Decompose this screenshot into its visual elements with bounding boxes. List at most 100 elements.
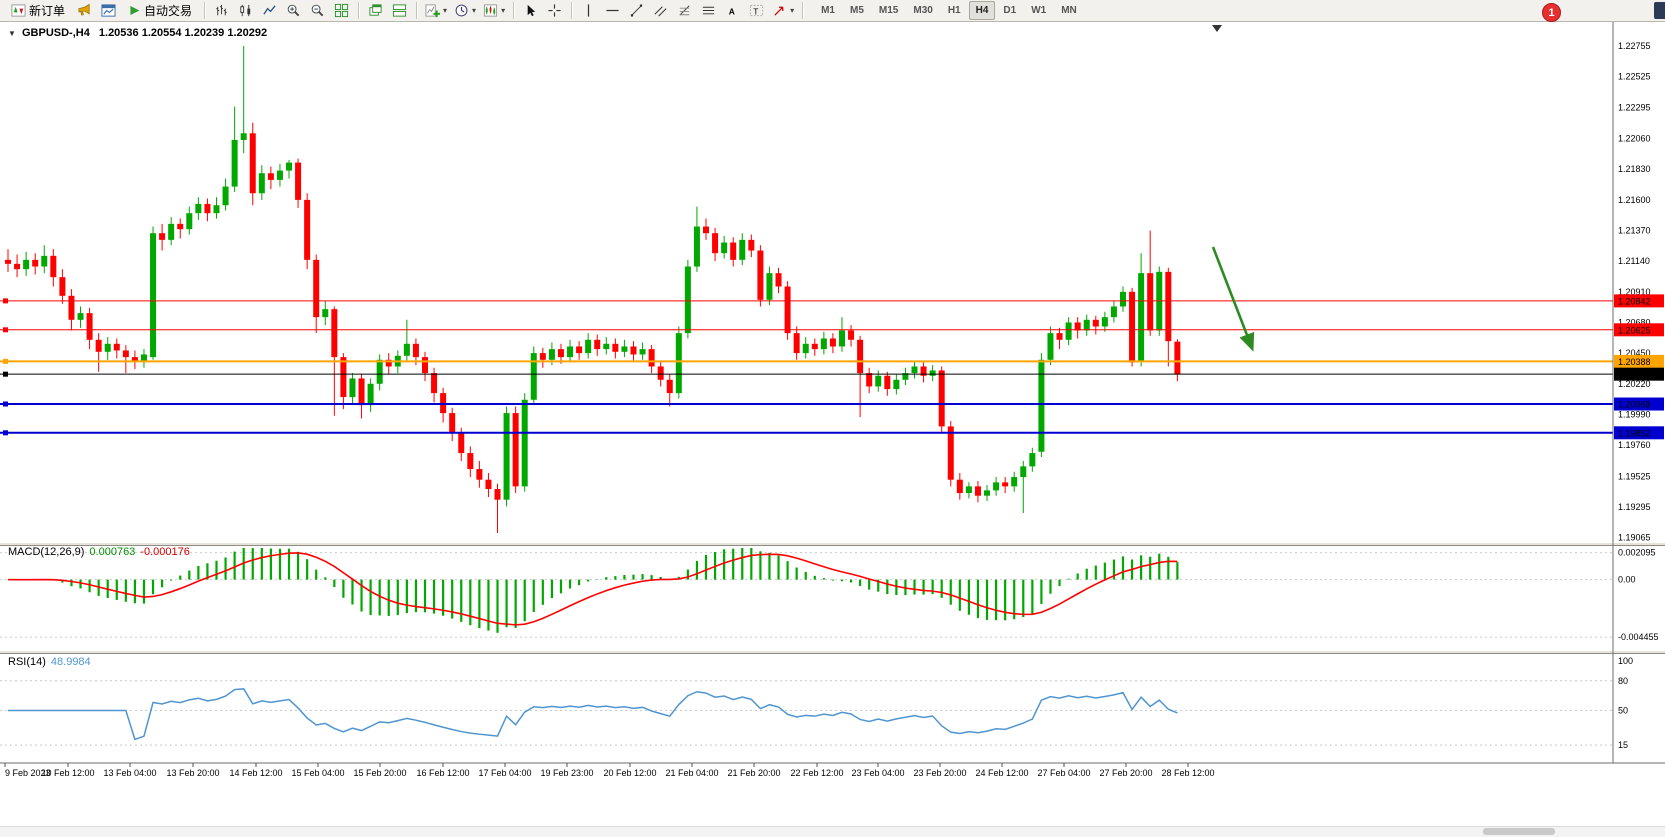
price-axis-label: 1.19990 xyxy=(1618,409,1651,419)
chart-window-button[interactable] xyxy=(97,1,120,21)
price-axis-label: 1.20220 xyxy=(1618,379,1651,389)
candlestick-chart-button[interactable] xyxy=(234,1,257,21)
crosshair-button[interactable] xyxy=(543,1,566,21)
panel-separator[interactable] xyxy=(0,542,1665,546)
zoom-in-button[interactable] xyxy=(282,1,305,21)
trendline-button[interactable] xyxy=(625,1,648,21)
time-axis-label: 23 Feb 04:00 xyxy=(851,768,904,778)
window-corner-icon[interactable] xyxy=(1654,2,1665,19)
price-tag xyxy=(1614,323,1664,337)
chart-canvas[interactable]: 1.22755 1.22525 1.22295 1.22060 1.21830 1.216… xyxy=(0,22,1665,785)
line-anchor-handle[interactable] xyxy=(3,371,8,377)
price-tag xyxy=(1614,367,1664,381)
price-tag xyxy=(1614,294,1664,308)
periods-button[interactable]: ▾ xyxy=(451,1,479,21)
timeframe-button-h4[interactable]: H4 xyxy=(968,1,996,20)
cursor-button[interactable] xyxy=(519,1,542,21)
toolbar-separator xyxy=(416,2,418,19)
timeframe-button-m15[interactable]: M15 xyxy=(878,5,899,16)
macd-signal-line xyxy=(7,552,1178,626)
line-anchor-handle[interactable] xyxy=(3,358,8,364)
text-label-button[interactable]: T xyxy=(745,1,768,21)
price-axis-label: 1.20910 xyxy=(1618,287,1651,297)
indicators-button[interactable]: ▾ xyxy=(422,1,450,21)
fibonacci-icon xyxy=(679,5,690,16)
macd-axis-label: 0.002095 xyxy=(1618,548,1656,558)
timeframe-button-m1[interactable]: M1 xyxy=(821,5,835,16)
tile-horizontal-button[interactable] xyxy=(388,1,411,21)
panel-separator[interactable] xyxy=(0,650,1665,654)
megaphone-button[interactable] xyxy=(73,1,96,21)
toolbar-separator xyxy=(513,2,515,19)
rsi-axis-label: 80 xyxy=(1618,676,1628,686)
zoom-out-button[interactable] xyxy=(306,1,329,21)
zoom-in-icon xyxy=(287,4,300,17)
bar-shift-marker[interactable] xyxy=(1212,25,1222,32)
arrow-object-icon xyxy=(774,6,784,16)
channel-button[interactable] xyxy=(649,1,672,21)
vertical-line-icon xyxy=(587,4,590,17)
macd-name: MACD(12,26,9) xyxy=(8,546,85,558)
toolbar-separator xyxy=(571,2,573,19)
fibonacci-button[interactable] xyxy=(673,1,696,21)
horizontal-line-button[interactable] xyxy=(601,1,624,21)
price-tag-label: 1.20068 xyxy=(1618,400,1651,410)
candlestick-chart-icon xyxy=(240,4,251,17)
price-tag-label: 1.20388 xyxy=(1618,357,1651,367)
dropdown-caret-icon: ▾ xyxy=(501,5,506,15)
bar-chart-button[interactable] xyxy=(210,1,233,21)
dropdown-caret-icon: ▾ xyxy=(790,5,795,15)
timeframe-button-m30[interactable]: M30 xyxy=(913,5,933,16)
timeframe-button-d1[interactable]: D1 xyxy=(1003,5,1017,16)
tile-windows-button[interactable] xyxy=(330,1,353,21)
time-axis-label: 9 Feb 2023 xyxy=(5,768,51,778)
horizontal-line-icon xyxy=(606,9,619,12)
timeframe-toolbar: M1 M5 M15 M30 H1 H4 D1 W1 MN xyxy=(814,1,1084,20)
parallel-lines-button[interactable] xyxy=(697,1,720,21)
dropdown-caret-icon: ▾ xyxy=(443,5,448,15)
time-axis-label: 22 Feb 12:00 xyxy=(790,768,843,778)
horizontal-scrollbar[interactable] xyxy=(0,826,1665,837)
toolbar-separator xyxy=(204,2,206,19)
template-chart-icon xyxy=(484,4,498,17)
annotation-arrow[interactable] xyxy=(1211,246,1255,352)
macd-main-value: 0.000763 xyxy=(89,546,136,558)
time-axis-label: 23 Feb 20:00 xyxy=(913,768,966,778)
chart-ohlc-values: 1.20536 1.20554 1.20239 1.20292 xyxy=(98,27,268,39)
price-axis-label: 1.19065 xyxy=(1618,533,1651,543)
text-button[interactable]: A xyxy=(721,1,744,21)
chart-symbol-timeframe: GBPUSD-,H4 xyxy=(21,27,90,39)
timeframe-button-w1[interactable]: W1 xyxy=(1031,5,1047,16)
tile-windows-icon xyxy=(334,3,349,18)
price-tag-label: 1.20842 xyxy=(1618,296,1651,306)
new-order-button[interactable]: 新订单 xyxy=(4,1,72,21)
time-axis-label: 10 Feb 12:00 xyxy=(41,768,94,778)
scrollbar-thumb[interactable] xyxy=(1483,828,1555,835)
vertical-line-button[interactable] xyxy=(577,1,600,21)
price-axis-label: 1.19295 xyxy=(1618,502,1651,512)
time-axis-label: 24 Feb 12:00 xyxy=(975,768,1028,778)
new-order-label: 新订单 xyxy=(29,4,66,18)
autotrading-button[interactable]: 自动交易 xyxy=(121,1,199,21)
rsi-line xyxy=(8,688,1178,741)
timeframe-button-m5[interactable]: M5 xyxy=(850,5,864,16)
notification-badge[interactable]: 1 xyxy=(1542,3,1561,22)
line-anchor-handle[interactable] xyxy=(3,401,8,407)
price-axis-label: 1.19525 xyxy=(1618,471,1651,481)
zoom-out-icon xyxy=(311,4,324,17)
cascade-windows-button[interactable] xyxy=(364,1,387,21)
line-anchor-handle[interactable] xyxy=(3,430,8,436)
line-anchor-handle[interactable] xyxy=(3,298,8,304)
oneclick-collapse-icon[interactable]: ▼ xyxy=(8,29,16,38)
arrows-button[interactable]: ▾ xyxy=(769,1,797,21)
price-axis-label: 1.22295 xyxy=(1618,102,1651,112)
line-chart-button[interactable] xyxy=(258,1,281,21)
timeframe-button-mn[interactable]: MN xyxy=(1061,5,1077,16)
time-axis-label: 27 Feb 04:00 xyxy=(1037,768,1090,778)
line-anchor-handle[interactable] xyxy=(3,327,8,333)
timeframe-button-h1[interactable]: H1 xyxy=(947,5,961,16)
templates-button[interactable]: ▾ xyxy=(480,1,508,21)
price-tag xyxy=(1614,426,1664,440)
price-axis-label: 1.19760 xyxy=(1618,440,1651,450)
